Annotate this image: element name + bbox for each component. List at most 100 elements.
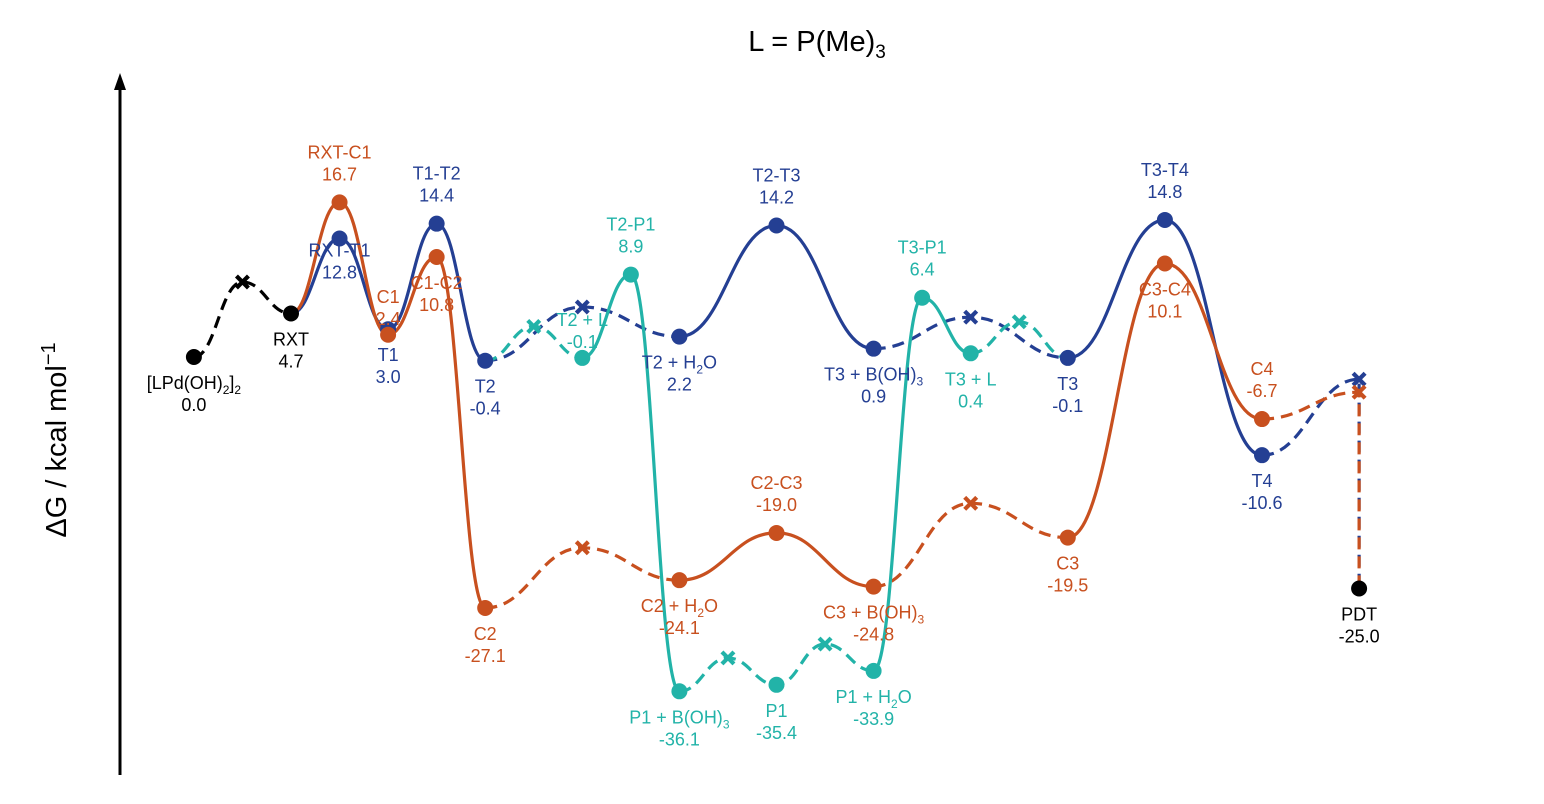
point-marker-t2-t3 [768,217,785,234]
label-value-t3: -0.1 [1052,396,1083,416]
barrier-cross-marker-2 [526,318,542,334]
barrier-cross-marker-11 [1351,384,1367,400]
label-name-c3-boh3: C3 + B(OH)3 [823,603,925,627]
point-marker-c4 [1254,411,1270,428]
label-value-rxt: 4.7 [278,351,303,371]
label-value-p1-h2o: -33.9 [853,709,894,729]
barrier-cross-marker-6 [817,636,833,652]
markers-layer [185,194,1368,700]
point-marker-t3 [1059,349,1076,366]
label-name-lpdoh2: [LPd(OH)2]2 [147,373,242,397]
label-value-t4: -10.6 [1241,493,1282,513]
label-name-t2-p1: T2-P1 [606,215,655,235]
label-name-c3: C3 [1056,554,1079,574]
point-marker-t3-boh3 [865,340,882,357]
point-marker-t2 [477,352,494,369]
label-name-rxt: RXT [273,329,309,349]
point-marker-rxt [283,305,299,322]
label-value-t2-t3: 14.2 [759,188,794,208]
label-name-t3: T3 [1057,374,1078,394]
point-marker-c3-c4 [1156,255,1173,272]
label-name-t4: T4 [1251,471,1272,491]
point-marker-t4 [1254,447,1270,464]
label-value-t2-p1: 8.9 [618,237,643,257]
label-value-c3-c4: 10.1 [1147,301,1182,321]
point-marker-t2-l [574,349,591,366]
label-value-t3-l: 0.4 [958,391,983,411]
label-value-c2-c3: -19.0 [756,495,797,515]
label-name-t2-t3: T2-T3 [752,166,800,186]
orange-curve-segment-4 [873,501,1068,589]
point-marker-p1 [768,676,785,693]
barrier-cross-marker-1 [234,274,250,290]
point-marker-p1-boh3 [671,683,688,700]
orange-curve-segment-6 [1261,390,1361,589]
label-value-c3: -19.5 [1047,576,1088,596]
point-marker-c2 [477,599,494,616]
label-name-t1-t2: T1-T2 [413,164,461,184]
point-marker-rxt-c1 [331,194,348,211]
label-value-t2: -0.4 [470,399,501,419]
point-marker-rxt-t1 [331,230,348,247]
label-value-t1: 3.0 [376,367,401,387]
point-marker-lpdoh2 [185,349,202,365]
label-name-p1: P1 [765,701,787,721]
label-name-p1-h2o: P1 + H2O [835,687,911,711]
label-name-c1-c2: C1-C2 [411,273,463,293]
point-marker-t3-t4 [1156,211,1173,228]
label-name-rxt-t1: RXT-T1 [309,240,371,260]
teal-curve-segment-4 [872,296,972,673]
label-name-t3-t4: T3-T4 [1141,160,1189,180]
point-marker-t3-p1 [914,289,931,306]
y-axis-arrowhead [114,73,126,90]
label-name-t3-l: T3 + L [945,369,997,389]
orange-curve-segment-3 [679,531,874,589]
point-marker-t3-l [962,345,979,362]
label-name-c2: C2 [474,624,497,644]
label-value-c1-c2: 10.8 [419,295,454,315]
label-value-t3-p1: 6.4 [910,260,935,280]
teal-curve-segment-5 [970,320,1069,360]
point-marker-c2-h2o [671,572,688,589]
barrier-cross-marker-5 [720,650,736,666]
point-marker-t2-p1 [622,266,639,283]
point-marker-p1-h2o [865,662,882,679]
chart-title: L = P(Me)3 [748,26,886,63]
point-marker-c2-c3 [768,524,785,541]
label-name-c1: C1 [377,287,400,307]
label-value-t3-t4: 14.8 [1147,182,1182,202]
blue-curve-segment-3 [679,223,874,351]
label-value-rxt-t1: 12.8 [322,262,357,282]
point-marker-t1-t2 [428,215,445,232]
label-name-c2-h2o: C2 + H2O [641,596,718,620]
barrier-cross-marker-8 [963,495,979,511]
label-name-t2-h2o: T2 + H2O [642,353,717,377]
label-value-pdt: -25.0 [1339,627,1380,647]
label-value-t3-boh3: 0.9 [861,387,886,407]
barrier-cross-marker-10 [1351,371,1367,387]
label-value-rxt-c1: 16.7 [322,164,357,184]
label-value-p1-boh3: -36.1 [659,729,700,749]
point-marker-c3 [1059,529,1076,546]
label-name-c3-c4: C3-C4 [1139,279,1191,299]
barrier-cross-marker-3 [574,299,590,315]
point-marker-c1-c2 [428,248,445,265]
point-marker-c1 [380,326,397,343]
label-value-c2-h2o: -24.1 [659,618,700,638]
teal-curve-segment-2 [581,272,681,693]
label-name-c4: C4 [1250,359,1273,379]
barrier-cross-marker-7 [963,309,979,325]
black-curve-segment-1 [193,280,292,359]
point-marker-c3-boh3 [865,578,882,595]
label-value-c1: 2.4 [376,309,401,329]
curves-layer [193,200,1361,693]
barrier-cross-marker-4 [574,540,590,556]
blue-curve-segment-5 [1067,218,1263,457]
label-name-c2-c3: C2-C3 [750,473,802,493]
label-name-t2-l: T2 + L [557,310,609,330]
label-name-t2: T2 [475,377,496,397]
label-value-t2-l: -0.1 [567,332,598,352]
label-name-p1-boh3: P1 + B(OH)3 [629,707,730,731]
